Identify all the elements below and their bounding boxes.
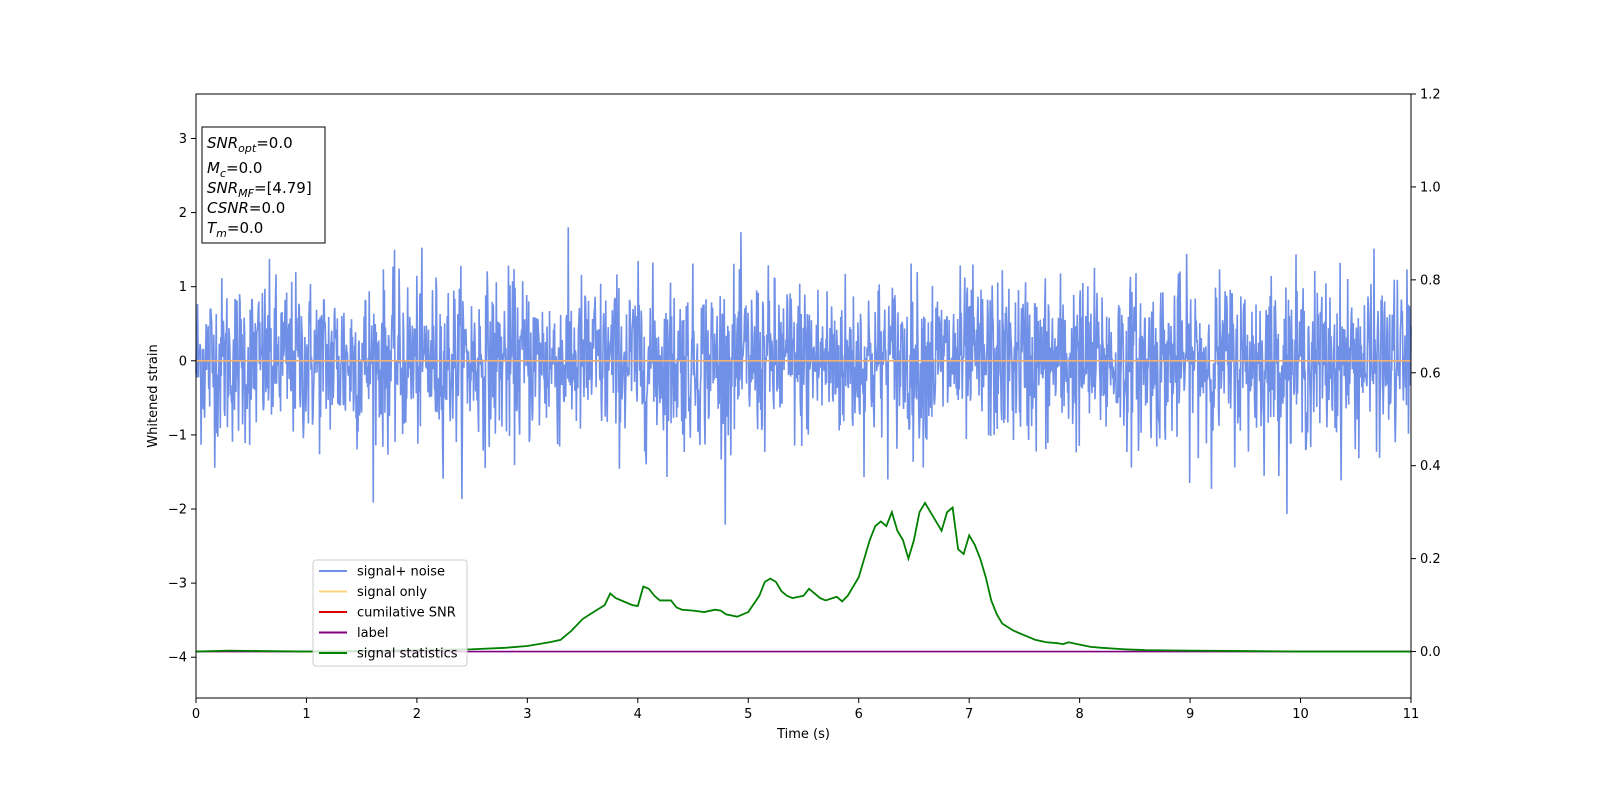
x-tick-label: 7	[965, 707, 973, 722]
x-tick-label: 2	[413, 707, 421, 722]
x-tick-label: 4	[634, 707, 642, 722]
y2-tick-label: 0.0	[1420, 645, 1441, 660]
y-tick-label: 2	[179, 206, 187, 221]
info-box-frame	[201, 126, 326, 244]
y-tick-label: −1	[168, 428, 187, 443]
legend-frame	[312, 559, 468, 667]
info-line: CSNR=0.0	[207, 199, 285, 217]
info-line: SNRMF=[4.79]	[207, 179, 312, 200]
y-axis-right: 1.2 1.0 0.8 0.6 0.4 0.2 0.0	[1411, 88, 1441, 660]
x-tick-label: 9	[1186, 707, 1194, 722]
y-axis-left: 3 2 1 0 −1 −2 −3 −4	[168, 132, 196, 666]
x-tick-label: 10	[1292, 707, 1309, 722]
legend-entry-label: signal+ noise	[357, 565, 445, 580]
y-axis-label: Whitened strain	[146, 344, 161, 447]
series-signal-noise-line	[195, 227, 1412, 525]
x-tick-label: 11	[1403, 707, 1420, 722]
y2-tick-label: 1.2	[1420, 88, 1441, 103]
y-tick-label: −3	[168, 577, 187, 592]
plot-frame	[195, 93, 1412, 699]
y2-tick-label: 0.8	[1420, 273, 1441, 288]
series-signal-statistics-line	[195, 501, 1411, 653]
x-tick-label: 6	[855, 707, 863, 722]
y2-tick-label: 1.0	[1420, 180, 1441, 195]
y-tick-label: 0	[179, 354, 187, 369]
legend-entry-label: signal statistics	[357, 647, 458, 662]
y2-tick-label: 0.6	[1420, 366, 1441, 381]
x-tick-label: 1	[302, 707, 310, 722]
info-line: Tm=0.0	[207, 219, 263, 240]
info-line: SNRopt=0.0	[207, 134, 293, 155]
signal-noise-series	[195, 227, 1412, 525]
legend-entry-label: signal only	[357, 585, 427, 600]
legend-entry-label: cumilative SNR	[357, 606, 456, 621]
y-tick-label: −4	[168, 651, 187, 666]
x-axis-label: Time (s)	[776, 727, 830, 742]
x-tick-label: 3	[523, 707, 531, 722]
y2-tick-label: 0.2	[1420, 552, 1441, 567]
y-tick-label: −2	[168, 503, 187, 518]
legend: signal+ noise signal only cumilative SNR la…	[312, 559, 468, 667]
legend-entry-label: label	[357, 626, 388, 641]
x-tick-label: 5	[744, 707, 752, 722]
x-tick-label: 8	[1075, 707, 1083, 722]
x-axis: 0 1 2 3 4 5 6 7 8 9 10 11	[192, 698, 1419, 722]
y2-tick-label: 0.4	[1420, 459, 1441, 474]
info-line: Mc=0.0	[207, 159, 262, 180]
y-tick-label: 3	[179, 132, 187, 147]
y-tick-label: 1	[179, 280, 187, 295]
x-tick-label: 0	[192, 707, 200, 722]
